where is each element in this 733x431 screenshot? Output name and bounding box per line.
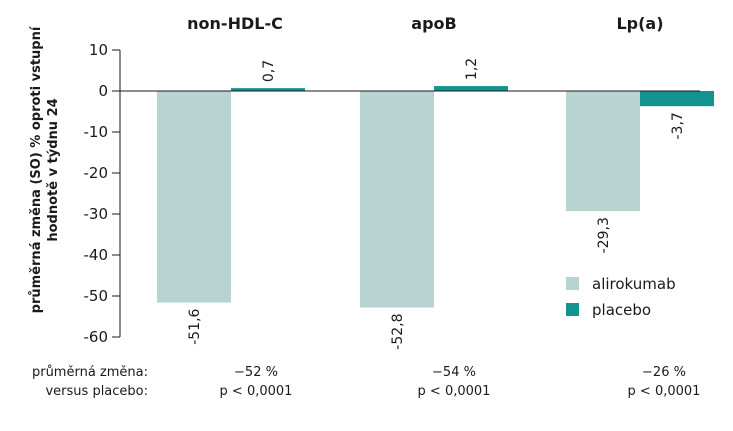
footer-pvalue-non-hdl: p < 0,0001: [219, 384, 293, 399]
footer-pvalue-lpa: p < 0,0001: [627, 384, 701, 399]
footer-diff-lpa: −26 %: [642, 365, 686, 380]
y-tick-label: -40: [84, 246, 109, 264]
y-tick-label: -20: [84, 164, 109, 182]
footer-pvalue-apob: p < 0,0001: [417, 384, 491, 399]
y-tick-label: -30: [84, 205, 109, 223]
data-label-placebo-0: 0,7: [261, 60, 277, 82]
bar-placebo-2: [640, 91, 714, 107]
y-tick-label: 0: [98, 82, 108, 100]
legend-label-alirokumab: alirokumab: [592, 275, 676, 293]
y-axis-title: průměrná změna (SO) % oproti vstupní hodn…: [29, 25, 61, 313]
y-tick-label: -10: [84, 123, 109, 141]
y-tick-label: -60: [84, 328, 109, 346]
data-label-alirokumab-0: -51,6: [187, 308, 203, 344]
footer-summary: průměrná změna: −52 % −54 % −26 % versus…: [0, 363, 733, 431]
data-label-alirokumab-1: -52,8: [390, 313, 406, 349]
category-label-0: non-HDL-C: [187, 14, 283, 33]
bar-placebo-1: [434, 86, 508, 91]
footer-row-difference: průměrná změna: −52 % −54 % −26 %: [0, 365, 733, 383]
chart: 10 0 -10 -20 -30 -40 -50 -60 průměrná změna (SO)…: [29, 14, 714, 350]
data-label-alirokumab-2: -29,3: [596, 217, 612, 253]
footer-diff-non-hdl: −52 %: [234, 365, 278, 380]
bar-alirokumab-2: [566, 91, 640, 212]
bar-alirokumab-1: [360, 91, 434, 308]
category-label-2: Lp(a): [616, 14, 663, 33]
footer-row-pvalue: versus placebo: p < 0,0001 p < 0,0001 p …: [0, 384, 733, 402]
category-label-1: apoB: [411, 14, 456, 33]
bar-alirokumab-0: [157, 91, 231, 303]
data-label-placebo-1: 1,2: [464, 58, 480, 80]
footer-row2-label: versus placebo:: [45, 384, 148, 399]
footer-diff-apob: −54 %: [432, 365, 476, 380]
footer-row1-label: průměrná změna:: [31, 365, 148, 380]
y-tick-label: -50: [84, 287, 109, 305]
data-label-placebo-2: -3,7: [670, 112, 686, 139]
legend-label-placebo: placebo: [592, 301, 651, 319]
legend-swatch-placebo: [566, 303, 579, 316]
legend-swatch-alirokumab: [566, 277, 579, 290]
bar-placebo-0: [231, 88, 305, 91]
y-tick-label: 10: [89, 41, 108, 59]
